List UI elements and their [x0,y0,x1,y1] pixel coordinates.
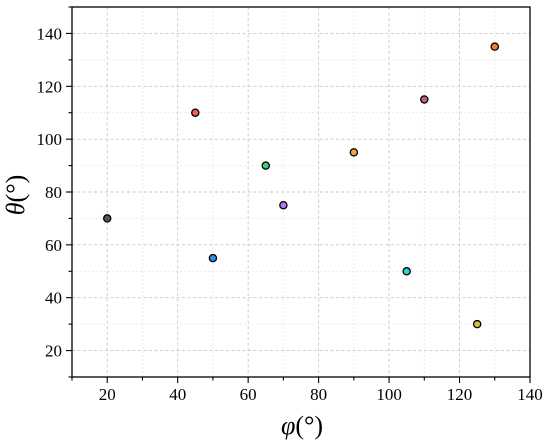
x-axis-label: φ(°) [281,411,323,440]
grid [72,7,530,377]
y-axis-unit: (°) [1,175,30,203]
x-tick-label: 60 [240,385,257,404]
scatter-point [349,148,359,157]
x-tick-label: 100 [376,385,402,404]
x-tick-label: 120 [447,385,473,404]
scatter-point [208,253,218,263]
y-tick-label: 60 [45,236,62,255]
data-points [102,42,500,329]
y-tick-label: 120 [37,77,63,96]
x-tick-label: 20 [99,385,116,404]
scatter-point [261,161,271,170]
y-tick-label: 140 [37,24,63,43]
y-axis-symbol: θ [1,202,30,215]
y-tick-label: 80 [45,183,62,202]
y-axis-label: θ(°) [1,175,30,216]
y-tick-label: 20 [45,342,62,361]
scatter-point [402,267,411,276]
x-axis-symbol: φ [281,411,295,440]
y-tick-label: 100 [37,130,63,149]
scatter-point [472,319,482,329]
x-tick-label: 80 [310,385,327,404]
x-axis-unit: (°) [295,411,323,440]
scatter-point [102,214,112,223]
scatter-point [191,108,200,117]
x-tick-labels: 20 40 60 80 100 120 140 [99,385,543,404]
y-tick-label: 40 [45,289,62,308]
axis-ticks [66,6,531,383]
scatter-point [420,95,429,104]
scatter-point [279,200,288,210]
x-tick-label: 40 [169,385,186,404]
x-tick-label: 140 [517,385,543,404]
scatter-point [490,42,500,51]
y-tick-labels: 20 40 60 80 100 120 140 [37,24,63,360]
